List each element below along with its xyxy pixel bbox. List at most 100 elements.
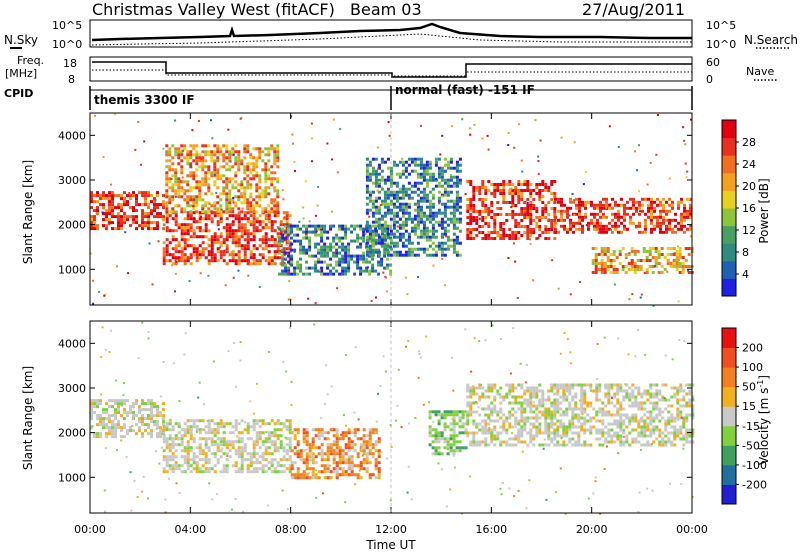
echo-cell [102,420,105,424]
echo-cell [311,440,315,444]
echo-cell [237,195,241,199]
echo-cell [455,422,459,426]
echo-cell [437,419,441,423]
echo-cell [210,204,214,208]
echo-cell [192,147,196,151]
echo-cell [422,214,426,218]
echo-cell [350,446,354,450]
echo-cell [189,446,193,450]
echo-cell [252,204,256,208]
echo-cell [371,199,375,203]
echo-cell [288,455,292,459]
echo-cell [562,398,566,402]
echo-cell [374,269,378,273]
echo-cell [189,186,193,190]
echo-cell [380,260,384,264]
echo-cell [240,244,244,248]
echo-cell [389,247,393,251]
echo-cell [452,175,456,179]
echo-cell [581,215,584,219]
echo-cell [600,261,603,264]
echo-cell [210,247,214,251]
echo-cell [600,250,604,253]
echo-cell [219,437,223,441]
echo-cell [261,443,265,447]
echo-cell [228,204,232,208]
echo-cell [252,461,256,465]
echo-cell [619,404,623,408]
echo-cell [386,187,390,191]
echo-cell [511,401,515,405]
echo-cell [96,435,99,439]
echo-cell [249,171,253,175]
echo-cell [452,220,456,224]
echo-cell [353,428,357,432]
echo-cell [487,389,491,393]
echo-cell [114,411,117,415]
echo-cell [526,201,529,204]
echo-cell [326,476,330,480]
echo-cell [180,428,184,432]
echo-cell [413,169,417,173]
echo-cell [270,210,274,214]
echo-cell [195,461,199,465]
echo-cell [675,265,679,268]
echo-cell [407,241,411,245]
echo-cell [510,206,513,209]
echo-cell [520,434,524,438]
echo-cell [617,203,620,207]
echo-cell [347,449,351,453]
echo-cell [422,178,426,182]
echo-cell [281,263,285,267]
echo-cell [195,470,199,474]
echo-cell [466,413,470,417]
echo-cell [478,192,482,195]
echo-cell [177,422,181,426]
echo-cell [353,227,357,231]
echo-cell [535,192,539,195]
echo-cell [478,189,482,192]
echo-cell [529,238,532,241]
echo-cell [553,207,557,210]
echo-cell [347,263,351,267]
echo-cell [605,200,608,204]
echo-cell [547,425,551,429]
echo-cell [398,232,402,236]
echo-cell [622,440,626,444]
echo-cell [616,413,620,417]
echo-cell [368,196,372,200]
echo-cell [404,223,408,227]
echo-cell [514,237,518,240]
echo-cell [219,246,222,249]
echo-cell [222,467,226,471]
echo-cell [368,440,372,444]
echo-cell [671,218,674,222]
echo-cell [538,195,542,198]
echo-cell [562,428,566,432]
echo-cell [336,287,339,290]
echo-cell [213,440,217,444]
echo-cell [204,210,208,214]
echo-cell [165,180,169,184]
echo-cell [296,272,300,276]
echo-cell [114,423,117,427]
echo-cell [165,204,169,208]
echo-cell [556,425,560,429]
echo-cell [538,401,542,405]
echo-cell [222,440,226,444]
echo-cell [559,413,563,417]
echo-cell [689,227,692,231]
echo-cell [368,431,372,435]
echo-cell [252,220,256,224]
echo-cell [505,443,509,447]
echo-cell [335,233,339,237]
echo-cell [580,428,584,432]
echo-cell [487,395,491,399]
echo-cell [374,440,378,444]
echo-cell [573,213,576,216]
echo-cell [425,253,429,257]
echo-cell [216,171,220,175]
echo-cell [511,195,515,198]
echo-cell [428,166,432,170]
echo-cell [455,446,459,450]
